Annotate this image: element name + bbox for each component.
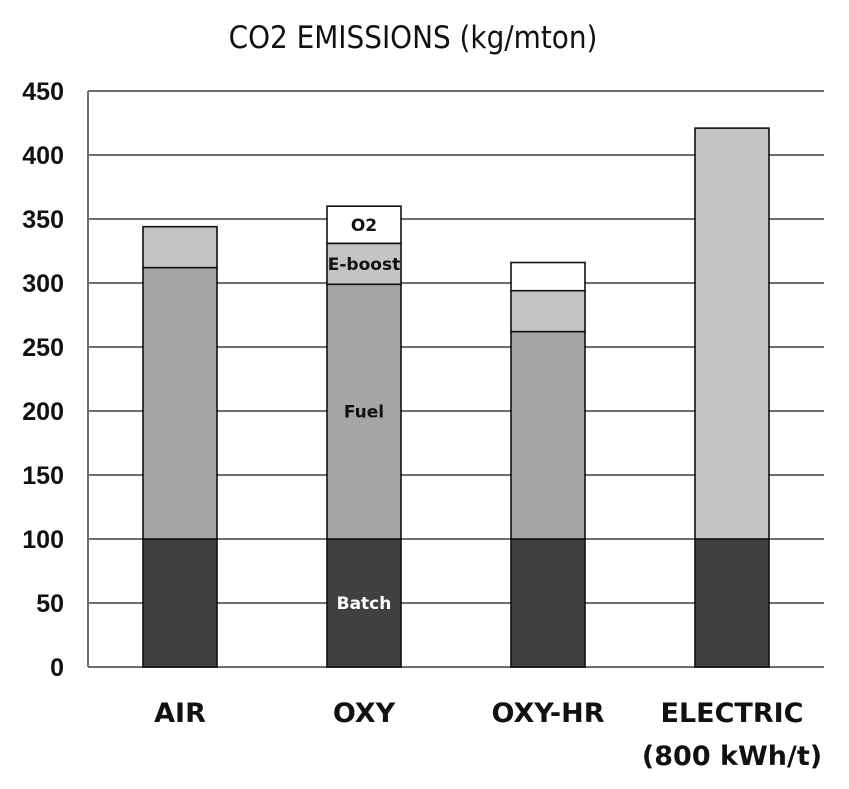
y-tick-label: 250 bbox=[22, 334, 64, 362]
bar-segment-batch bbox=[510, 538, 586, 668]
bar-segment-e-boost bbox=[142, 225, 218, 269]
bar-segment-batch bbox=[142, 538, 218, 668]
x-tick-label: (800 kWh/t) bbox=[642, 741, 822, 772]
y-tick-label: 150 bbox=[22, 462, 64, 490]
x-tick-label: OXY bbox=[333, 698, 396, 729]
x-tick-label: OXY-HR bbox=[492, 698, 605, 729]
segment-label: O2 bbox=[351, 216, 377, 236]
x-axis: AIR OXY OXY-HR ELECTRIC (800 kWh/t) bbox=[154, 698, 822, 772]
y-tick-label: 200 bbox=[22, 398, 64, 426]
segment-label: Fuel bbox=[344, 403, 384, 423]
bar-segment-fuel bbox=[142, 266, 218, 540]
y-tick-label: 400 bbox=[22, 142, 64, 170]
bar-segment-fuel bbox=[510, 330, 586, 540]
segment-label: Batch bbox=[337, 594, 392, 614]
chart-title: CO2 EMISSIONS (kg/mton) bbox=[229, 20, 598, 56]
bar-segment-o2 bbox=[510, 261, 586, 292]
y-tick-label: 300 bbox=[22, 270, 64, 298]
bar-segment-fuel bbox=[326, 283, 402, 540]
bar-segment-e-boost bbox=[510, 289, 586, 333]
bar-segment-e-boost bbox=[694, 127, 770, 540]
y-tick-label: 50 bbox=[36, 590, 64, 618]
bar-segment-batch bbox=[326, 538, 402, 668]
x-tick-label: ELECTRIC bbox=[661, 698, 804, 729]
y-tick-label: 450 bbox=[22, 78, 64, 106]
bar-segment-batch bbox=[694, 538, 770, 668]
bars: Batch Fuel E-boost O2 bbox=[142, 127, 770, 668]
x-tick-label: AIR bbox=[154, 698, 206, 729]
y-tick-label: 100 bbox=[22, 526, 64, 554]
y-tick-label: 350 bbox=[22, 206, 64, 234]
y-tick-label: 0 bbox=[50, 654, 64, 682]
segment-label: E-boost bbox=[328, 255, 400, 275]
bar-segment-o2 bbox=[326, 205, 402, 245]
